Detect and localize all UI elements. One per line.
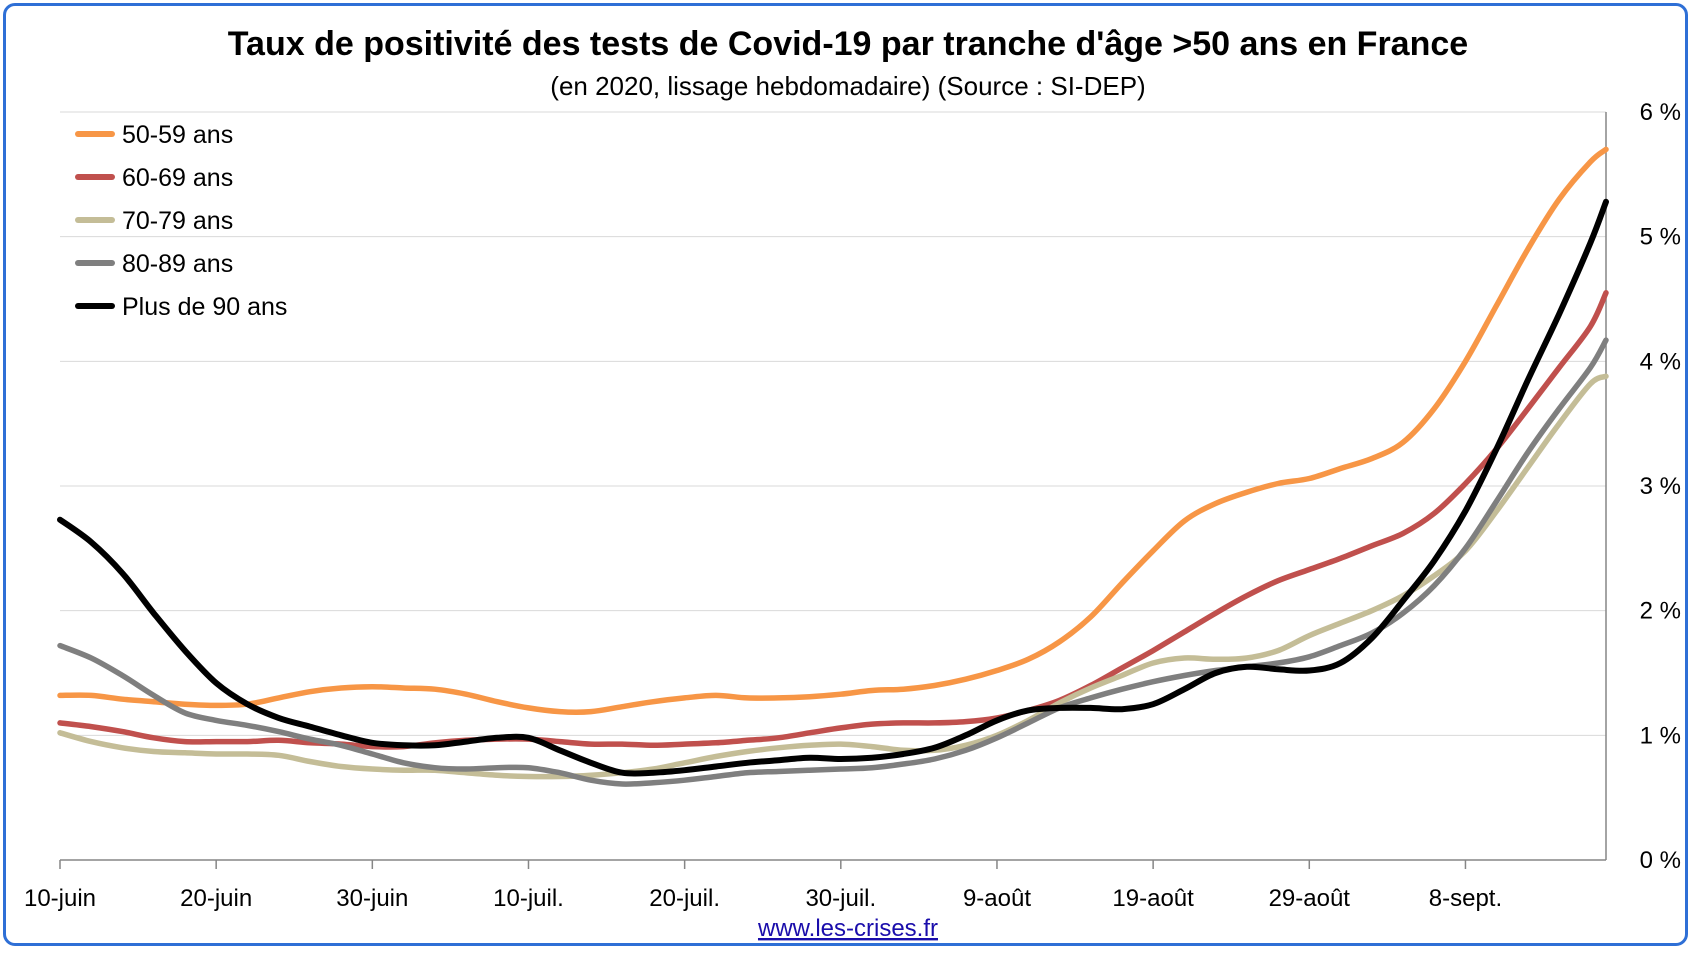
chart-frame <box>3 3 1688 946</box>
x-tick-label: 20-juil. <box>649 885 720 912</box>
series-lines <box>57 146 1609 787</box>
y-axis-tick-labels: 0 % 1 % 2 % 3 % 4 % 5 % 6 % <box>1640 99 1681 874</box>
x-axis-tick-labels: 10-juin 20-juin 30-juin 10-juil. 20-juil. 30-… <box>24 885 1502 912</box>
y-tick-label: 6 % <box>1640 99 1681 126</box>
gridlines <box>60 111 1606 736</box>
series-line-80-89-ans <box>57 337 1609 787</box>
axes <box>59 112 1607 869</box>
legend-label-70-79-ans: 70-79 ans <box>122 207 233 235</box>
x-tick-label: 9-août <box>963 885 1031 912</box>
x-tick-label: 10-juin <box>24 885 96 912</box>
y-tick-label: 5 % <box>1640 224 1681 251</box>
x-tick-label: 30-juin <box>336 885 408 912</box>
legend-label-50-59-ans: 50-59 ans <box>122 121 233 149</box>
x-tick-label: 19-août <box>1112 885 1194 912</box>
source-link[interactable]: www.les-crises.fr <box>757 915 938 942</box>
chart-subtitle: (en 2020, lissage hebdomadaire) (Source … <box>550 71 1145 101</box>
x-tick-label: 30-juil. <box>805 885 876 912</box>
y-tick-label: 4 % <box>1640 348 1681 375</box>
chart-title: Taux de positivité des tests de Covid-19… <box>228 25 1468 63</box>
series-line-plus-de-90-ans <box>57 198 1609 777</box>
legend-label-plus-de-90-ans: Plus de 90 ans <box>122 293 287 321</box>
series-line-50-59-ans <box>57 146 1609 715</box>
y-tick-label: 2 % <box>1640 598 1681 625</box>
y-tick-label: 1 % <box>1640 722 1681 749</box>
legend-label-60-69-ans: 60-69 ans <box>122 164 233 192</box>
series-line-70-79-ans <box>57 373 1609 780</box>
legend-label-80-89-ans: 80-89 ans <box>122 250 233 278</box>
x-tick-label: 20-juin <box>180 885 252 912</box>
y-tick-label: 3 % <box>1640 473 1681 500</box>
x-tick-label: 29-août <box>1269 885 1351 912</box>
legend: 50-59 ans 60-69 ans 70-79 ans 80-89 ans Plus… <box>75 121 287 321</box>
x-tick-label: 8-sept. <box>1429 885 1502 912</box>
x-tick-label: 10-juil. <box>493 885 564 912</box>
y-tick-label: 0 % <box>1640 847 1681 874</box>
